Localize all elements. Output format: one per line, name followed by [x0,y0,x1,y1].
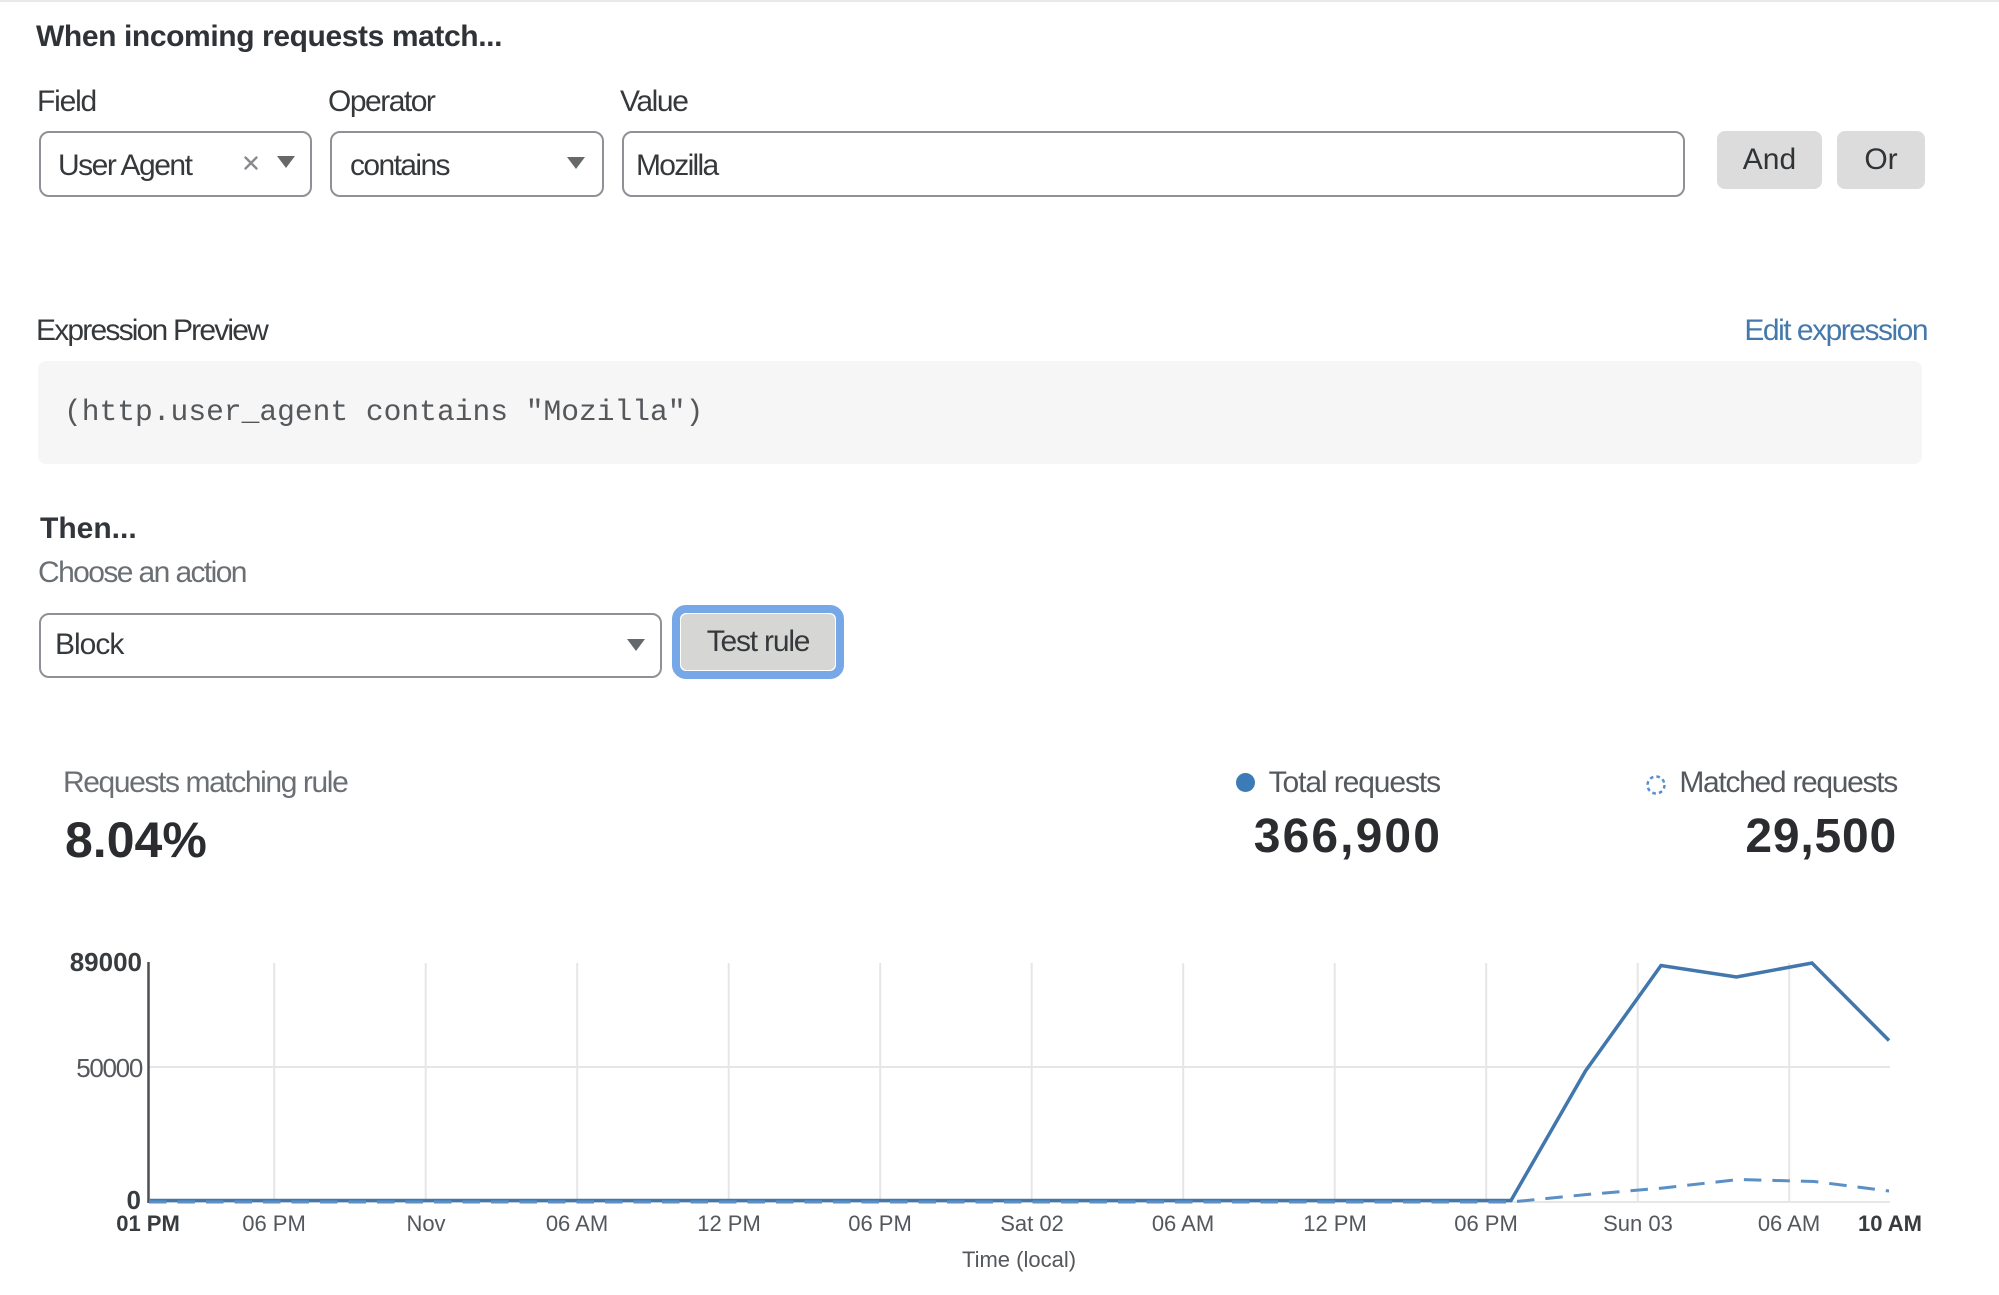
svg-text:01 PM: 01 PM [116,1211,180,1236]
svg-text:06 AM: 06 AM [546,1211,608,1236]
svg-text:0: 0 [127,1185,141,1215]
svg-text:10 AM: 10 AM [1858,1211,1922,1236]
svg-text:Time (local): Time (local) [962,1247,1076,1272]
svg-text:06 PM: 06 PM [242,1211,306,1236]
svg-text:12 PM: 12 PM [697,1211,761,1236]
svg-text:Sat 02: Sat 02 [1000,1211,1064,1236]
svg-text:06 PM: 06 PM [848,1211,912,1236]
svg-text:Nov: Nov [406,1211,445,1236]
svg-text:50000: 50000 [76,1053,143,1083]
svg-text:06 AM: 06 AM [1758,1211,1820,1236]
svg-text:89000: 89000 [70,947,142,977]
svg-text:06 AM: 06 AM [1152,1211,1214,1236]
svg-text:12 PM: 12 PM [1303,1211,1367,1236]
svg-text:Sun 03: Sun 03 [1603,1211,1673,1236]
svg-text:06 PM: 06 PM [1454,1211,1518,1236]
